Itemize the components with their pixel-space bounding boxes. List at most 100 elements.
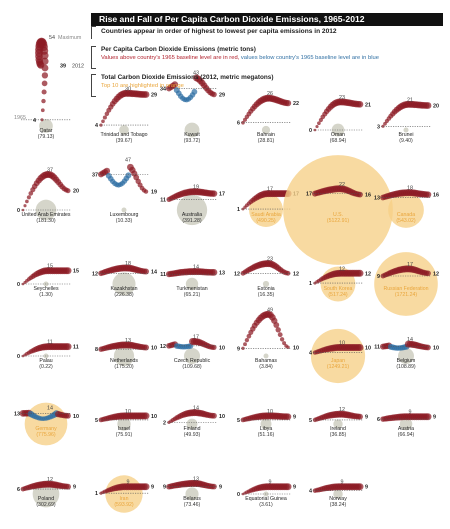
max-value-label: 26 <box>267 91 273 97</box>
country-name-label: Qatar <box>40 128 53 134</box>
emission-point-above <box>65 188 71 194</box>
country-cell: 1 9 9 Iran(593.92) <box>95 475 154 513</box>
emission-point-above <box>315 125 319 129</box>
start-value-label: 6 <box>17 487 20 493</box>
end-value-label: 10 <box>365 345 371 351</box>
max-value-label: 17 <box>193 335 199 341</box>
country-name-label: Seychelles <box>33 286 58 292</box>
country-total-label: (109.68) <box>182 364 202 370</box>
country-cell: 37 19 47 Luxembourg(10.33) <box>92 158 157 224</box>
emission-point-above <box>41 89 47 95</box>
max-value-label: 10 <box>339 340 345 346</box>
total-emissions-circle <box>184 122 200 138</box>
end-value-label: 12 <box>365 271 371 277</box>
country-total-label: (391.28) <box>182 218 202 224</box>
start-value-label: 3 <box>377 124 380 130</box>
total-emissions-circle <box>388 192 424 228</box>
country-name-label: Equatorial Guinea <box>245 496 287 502</box>
country-cell: 3 20 21 Brunei(9.40) <box>377 97 439 144</box>
end-value-label: 9 <box>73 485 76 491</box>
end-value-label: 22 <box>293 101 299 107</box>
country-total-label: (9.40) <box>399 138 413 144</box>
total-emissions-circle <box>333 419 343 429</box>
emission-point-below <box>191 88 198 95</box>
emission-point-above <box>210 190 218 197</box>
emission-point-above <box>275 327 281 333</box>
start-value-label: 1 <box>237 207 240 213</box>
end-value-label: 29 <box>151 93 157 99</box>
country-name-label: Poland <box>38 496 54 502</box>
emission-point-above <box>142 483 150 491</box>
emission-point-above <box>424 413 432 421</box>
country-cell: 0 9 9 Equatorial Guinea(3.61) <box>237 480 296 508</box>
end-value-label: 13 <box>219 270 225 276</box>
total-emissions-circle <box>112 272 136 296</box>
total-emissions-circle <box>374 252 438 316</box>
country-name-label: Finland <box>183 426 200 432</box>
start-value-label: 13 <box>14 411 20 417</box>
country-cell: 4 10 10 Japan(1249.21) <box>309 328 371 384</box>
start-value-label: 9 <box>163 485 166 491</box>
country-total-label: (3.84) <box>259 364 273 370</box>
country-name-label: Oman <box>331 132 345 138</box>
end-value-label: 12 <box>293 271 299 277</box>
end-value-label: 12 <box>433 271 439 277</box>
max-value-label: 17 <box>407 262 413 268</box>
country-total-label: (39.67) <box>116 138 133 144</box>
max-value-label: 18 <box>407 186 413 192</box>
country-name-label: Iran <box>120 496 129 502</box>
max-value-label: 14 <box>193 406 199 412</box>
country-name-label: Russian Federation <box>384 286 429 292</box>
country-total-label: (93.72) <box>184 138 201 144</box>
end-value-label: 10 <box>219 345 225 351</box>
year-start-label: 1965 <box>14 115 26 121</box>
emission-point-above <box>142 268 150 275</box>
start-value-label: 0 <box>309 128 312 134</box>
country-total-label: (175.20) <box>114 364 134 370</box>
emission-point-above <box>246 333 252 339</box>
country-cell: 5 10 10 Israel(75.91) <box>95 409 157 438</box>
start-value-label: 12 <box>92 271 98 277</box>
emission-point-above <box>64 343 72 351</box>
max-value-label: 30 <box>125 86 131 92</box>
emission-point-above <box>37 61 45 69</box>
country-name-label: Kazakhstan <box>110 286 137 292</box>
start-value-label: 4 <box>33 118 36 124</box>
total-emissions-circle <box>186 418 198 430</box>
country-cell: 4 39 54 Qatar(79.13) Maximum 2012 1965 <box>14 35 84 140</box>
start-value-label: 0 <box>237 492 240 498</box>
emission-point-above <box>143 344 149 351</box>
country-name-label: Palau <box>39 358 52 364</box>
country-cell: 11 17 19 Australia(391.28) <box>160 185 225 226</box>
end-value-label: 17 <box>219 192 225 198</box>
end-value-label: 9 <box>293 485 296 491</box>
country-total-label: (1249.21) <box>327 364 349 370</box>
end-value-label: 10 <box>293 345 299 351</box>
country-name-label: Belgium <box>397 358 416 364</box>
country-name-label: South Korea <box>324 286 353 292</box>
country-name-label: Australia <box>182 212 202 218</box>
country-name-label: Luxembourg <box>110 212 139 218</box>
total-emissions-circle <box>39 119 53 133</box>
emission-point-above <box>285 270 291 276</box>
country-name-label: Germany <box>35 426 57 432</box>
country-total-label: (75.91) <box>116 432 133 438</box>
emission-point-above <box>99 123 103 127</box>
country-cell: 34 29 43 Kuwait(93.72) <box>160 70 225 144</box>
emission-point-above <box>64 267 72 275</box>
country-cell: 6 9 12 Poland(302.69) <box>17 477 76 508</box>
end-value-label: 39 <box>60 63 66 69</box>
max-value-label: 12 <box>339 407 345 413</box>
end-value-label: 20 <box>433 104 439 110</box>
max-value-label: 49 <box>267 307 273 313</box>
country-cell: 17 16 22 U.S.(5122.91) <box>283 155 393 265</box>
country-total-label: (49.93) <box>184 432 201 438</box>
emission-point-above <box>25 199 29 204</box>
end-value-label: 10 <box>151 345 157 351</box>
end-value-label: 20 <box>73 189 79 195</box>
end-value-label: 9 <box>365 415 368 421</box>
end-value-label: 10 <box>73 414 79 420</box>
emission-point-above <box>273 322 280 328</box>
